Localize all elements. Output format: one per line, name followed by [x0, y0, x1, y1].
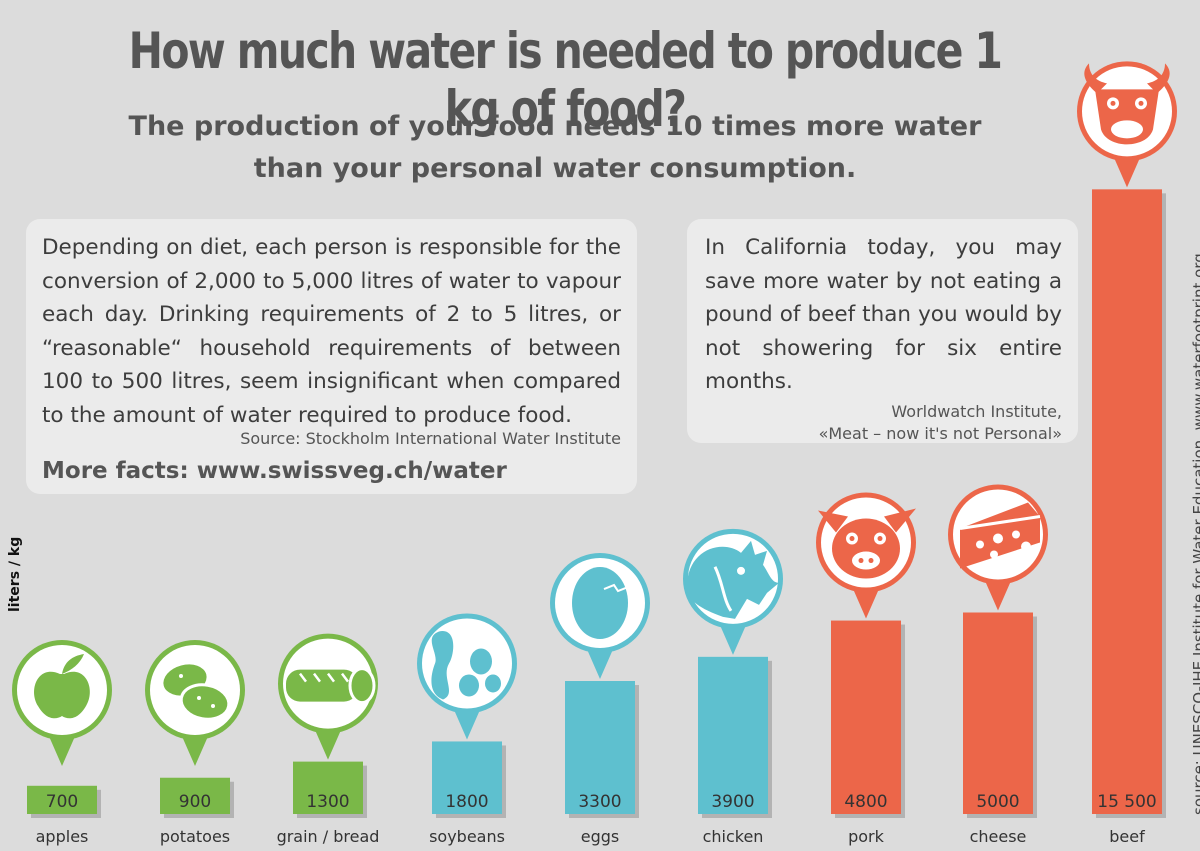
- apple-icon: [12, 640, 112, 766]
- info-box-california: In California today, you may save more w…: [687, 219, 1078, 443]
- category-label: eggs: [581, 827, 620, 846]
- bar-value-label: 15 500: [1097, 792, 1156, 812]
- info-box-california-text: In California today, you may save more w…: [705, 235, 1062, 394]
- egg-icon: [550, 553, 650, 680]
- bar-value-label: 5000: [976, 792, 1019, 812]
- bar-cheese: [963, 612, 1033, 814]
- page-title: How much water is needed to produce 1 kg…: [128, 22, 1003, 138]
- info-box-diet-text: Depending on diet, each person is respon…: [42, 235, 621, 428]
- bar-chicken: [698, 656, 768, 814]
- info-box-diet: Depending on diet, each person is respon…: [26, 219, 637, 494]
- bar-value-label: 1300: [306, 792, 349, 812]
- info-box-california-source: Worldwatch Institute, «Meat – now it's n…: [705, 401, 1062, 445]
- bar-value-label: 4800: [844, 792, 887, 812]
- soybean-icon: [417, 613, 517, 740]
- bar-value-label: 3900: [711, 792, 754, 812]
- cow-icon: [1077, 61, 1177, 188]
- bar-value-label: 1800: [445, 792, 488, 812]
- cheese-icon: [948, 484, 1048, 611]
- category-label: potatoes: [160, 827, 230, 846]
- more-facts-link[interactable]: More facts: www.swissveg.ch/water: [42, 458, 507, 484]
- category-label: apples: [36, 827, 89, 846]
- bread-icon: [278, 633, 378, 760]
- bar-pork: [831, 620, 901, 814]
- bar-value-label: 3300: [578, 792, 621, 812]
- category-label: soybeans: [429, 827, 505, 846]
- source-line-1: Worldwatch Institute,: [891, 401, 1062, 421]
- bar-beef: [1092, 189, 1162, 815]
- bar-soybeans: [432, 741, 502, 814]
- chicken-icon: [683, 528, 783, 655]
- category-label: chicken: [703, 827, 764, 846]
- category-label: grain / bread: [277, 827, 380, 846]
- info-box-diet-source: Source: Stockholm International Water In…: [240, 429, 621, 448]
- category-label: cheese: [970, 827, 1027, 846]
- page-subtitle: The production of your food needs 10 tim…: [105, 106, 1005, 190]
- bar-value-label: 700: [46, 792, 78, 812]
- bar-eggs: [565, 681, 635, 814]
- bar-potatoes: [160, 777, 230, 814]
- source-line-2: «Meat – now it's not Personal»: [818, 423, 1062, 443]
- subtitle-line-2: than your personal water consumption.: [253, 153, 857, 184]
- pig-icon: [816, 492, 916, 619]
- category-label: beef: [1109, 827, 1145, 846]
- bar-apples: [27, 785, 97, 814]
- potato-icon: [145, 640, 245, 766]
- bar-value-label: 900: [179, 792, 211, 812]
- subtitle-line-1: The production of your food needs 10 tim…: [128, 111, 982, 142]
- category-label: pork: [848, 827, 885, 846]
- bar-grain-bread: [293, 761, 363, 814]
